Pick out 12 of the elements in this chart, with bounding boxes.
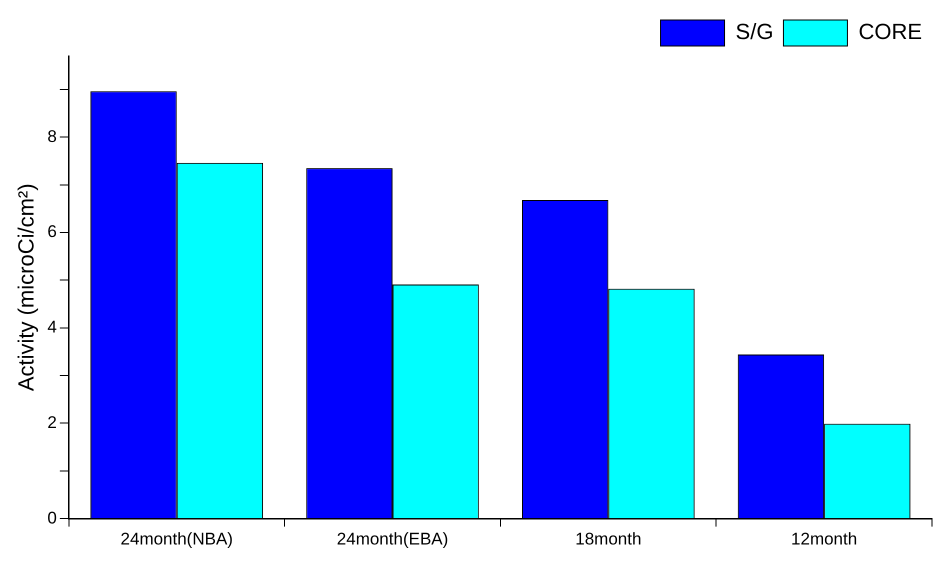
x-tick-label: 24month(NBA) [120,529,233,548]
y-tick-label: 2 [47,412,57,432]
legend-label: S/G [736,19,774,44]
y-tick-label: 6 [47,222,57,242]
x-tick-label: 24month(EBA) [336,529,448,548]
y-axis-title: Activity (microCi/cm²) [13,183,38,392]
x-tick-label: 12month [791,529,858,548]
y-tick-label: 8 [47,126,57,146]
legend-label: CORE [858,19,922,44]
y-tick-label: 0 [47,508,57,528]
y-tick-label: 4 [47,318,57,337]
x-tick-label: 18month [575,529,642,548]
